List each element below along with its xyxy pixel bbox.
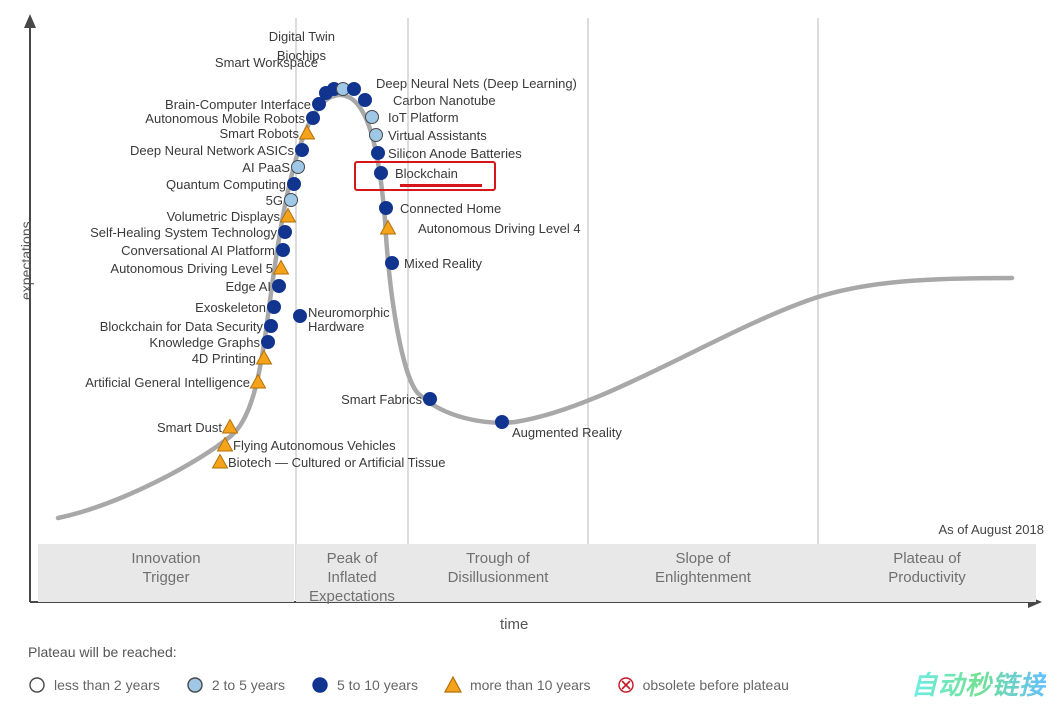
tech-label: Autonomous Mobile Robots — [145, 112, 305, 126]
tech-label: Autonomous Driving Level 4 — [418, 222, 581, 236]
tech-label: Biotech — Cultured or Artificial Tissue — [228, 456, 445, 470]
tech-label: Connected Home — [400, 202, 501, 216]
tech-label: Deep Neural Network ASICs — [130, 144, 294, 158]
tech-label: Silicon Anode Batteries — [388, 147, 522, 161]
legend-item: obsolete before plateau — [617, 676, 789, 694]
legend-item: 5 to 10 years — [311, 676, 418, 694]
tech-label: Blockchain for Data Security — [100, 320, 263, 334]
legend-marker-icon — [617, 676, 635, 694]
tech-label: Exoskeleton — [195, 301, 266, 315]
tech-label: Smart Fabrics — [341, 393, 422, 407]
legend-item: 2 to 5 years — [186, 676, 285, 694]
phase-label: Plateau ofProductivity — [818, 550, 1036, 588]
tech-label: AI PaaS — [242, 161, 290, 175]
tech-label: 5G — [266, 194, 283, 208]
tech-label: Smart Dust — [157, 421, 222, 435]
legend-marker-icon — [311, 676, 329, 694]
tech-label: Brain-Computer Interface — [165, 98, 311, 112]
legend-label: less than 2 years — [54, 677, 160, 693]
y-axis-label: expectations — [18, 221, 34, 300]
tech-label: Quantum Computing — [166, 178, 286, 192]
tech-label: Edge AI — [225, 280, 271, 294]
legend-marker-icon — [28, 676, 46, 694]
legend-item: more than 10 years — [444, 676, 591, 694]
highlight-underline-blockchain — [400, 184, 482, 187]
legend-marker-icon — [186, 676, 204, 694]
tech-label: Self-Healing System Technology — [90, 226, 277, 240]
tech-label: Conversational AI Platform — [121, 244, 275, 258]
legend-label: obsolete before plateau — [643, 677, 789, 693]
tech-label: Deep Neural Nets (Deep Learning) — [376, 77, 577, 91]
tech-label: 4D Printing — [192, 352, 256, 366]
legend-label: more than 10 years — [470, 677, 591, 693]
tech-label: Knowledge Graphs — [149, 336, 260, 350]
tech-label: Augmented Reality — [512, 426, 622, 440]
tech-label: Flying Autonomous Vehicles — [233, 439, 396, 453]
legend: less than 2 years 2 to 5 years 5 to 10 yea… — [28, 676, 789, 694]
tech-label: Mixed Reality — [404, 257, 482, 271]
tech-label: Carbon Nanotube — [393, 94, 496, 108]
phase-label: InnovationTrigger — [38, 550, 294, 588]
phase-label: Trough ofDisillusionment — [408, 550, 588, 588]
phase-label: Slope ofEnlightenment — [588, 550, 818, 588]
legend-item: less than 2 years — [28, 676, 160, 694]
tech-label: Artificial General Intelligence — [85, 376, 250, 390]
tech-label: Blockchain — [395, 167, 458, 181]
tech-label: Virtual Assistants — [388, 129, 487, 143]
x-axis-label: time — [500, 616, 528, 633]
tech-label: Digital Twin — [269, 30, 335, 44]
tech-label: Biochips — [277, 49, 326, 63]
tech-label: Smart Robots — [220, 127, 299, 141]
legend-title: Plateau will be reached: — [28, 644, 177, 660]
legend-label: 2 to 5 years — [212, 677, 285, 693]
watermark: 自动秒链接 — [911, 665, 1046, 702]
tech-label: Volumetric Displays — [167, 210, 280, 224]
legend-label: 5 to 10 years — [337, 677, 418, 693]
tech-label: NeuromorphicHardware — [308, 306, 390, 333]
legend-marker-icon — [444, 676, 462, 694]
phase-label: Peak ofInflatedExpectations — [296, 550, 408, 606]
tech-label: Autonomous Driving Level 5 — [110, 262, 273, 276]
chart-wrap: expectations time As of August 2018 Plat… — [0, 0, 1050, 708]
tech-label: IoT Platform — [388, 111, 459, 125]
as-of-text: As of August 2018 — [938, 522, 1044, 537]
